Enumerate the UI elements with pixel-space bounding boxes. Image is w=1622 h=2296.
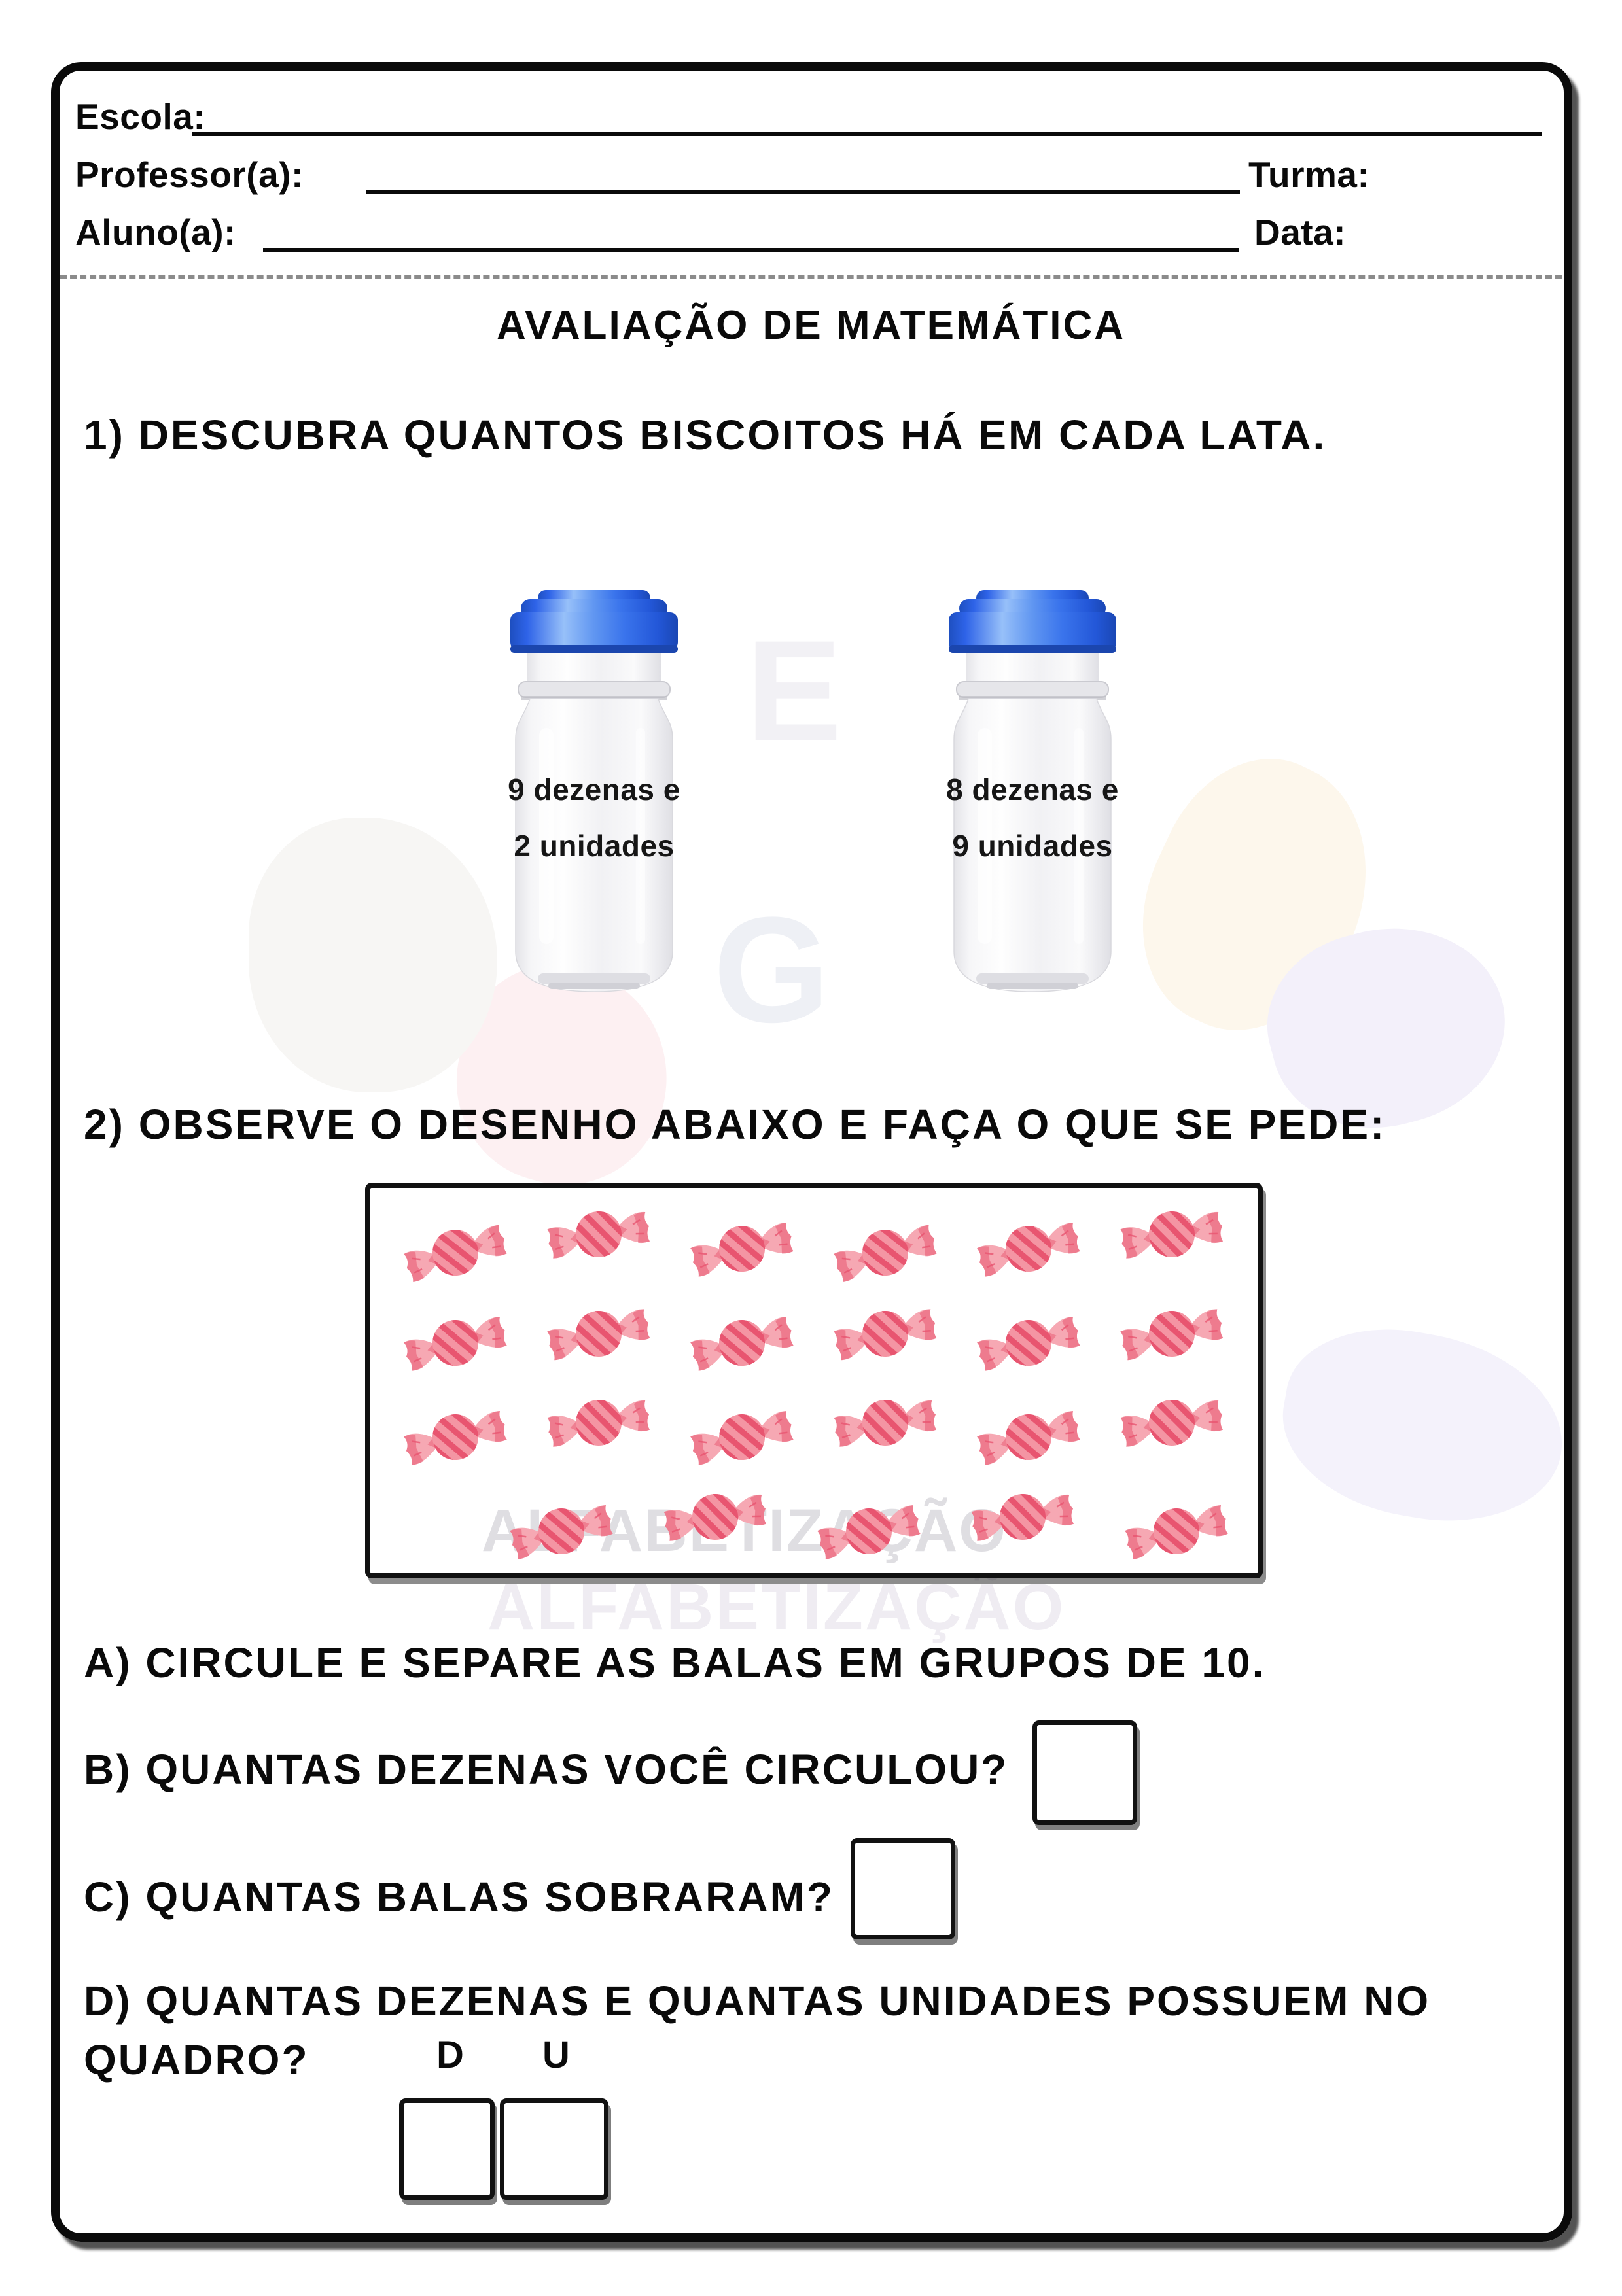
question-1-text: 1) DESCUBRA QUANTOS BISCOITOS HÁ EM CADA… bbox=[84, 411, 1327, 459]
candy-icon bbox=[817, 1375, 955, 1470]
data-label: Data: bbox=[1254, 212, 1347, 252]
candy-icon bbox=[493, 1483, 631, 1573]
candy-icon bbox=[690, 1409, 794, 1465]
header-divider bbox=[60, 275, 1562, 279]
candy-icon bbox=[663, 1490, 767, 1544]
candy-icon bbox=[547, 1208, 650, 1261]
cookie-jar-2: 8 dezenas e 9 unidades bbox=[913, 587, 1152, 1006]
candy-icon bbox=[818, 1287, 953, 1380]
candy-icon bbox=[977, 1409, 1080, 1465]
column-label-unidades: U bbox=[542, 2034, 570, 2076]
candy-icon bbox=[647, 1469, 785, 1564]
candy-icon bbox=[673, 1200, 812, 1298]
page-title: AVALIAÇÃO DE MATEMÁTICA bbox=[496, 303, 1126, 348]
aluno-write-line[interactable] bbox=[263, 214, 1239, 252]
candy-icon bbox=[960, 1389, 1099, 1486]
jar-icon bbox=[510, 590, 678, 992]
professor-label: Professor(a): bbox=[75, 154, 304, 195]
candy-icon bbox=[404, 1315, 507, 1371]
candy-row bbox=[370, 1380, 1258, 1470]
item-c-text: C) QUANTAS BALAS SOBRARAM? bbox=[84, 1873, 834, 1921]
candy-icon bbox=[800, 1483, 939, 1573]
item-a-text: A) CIRCULE E SEPARE AS BALAS EM GRUPOS D… bbox=[84, 1639, 1266, 1686]
candy-icon bbox=[960, 1200, 1099, 1298]
answer-box-unidades[interactable] bbox=[500, 2098, 608, 2200]
candy-icon bbox=[673, 1389, 812, 1486]
candy-icon bbox=[815, 1202, 956, 1303]
candy-icon bbox=[1120, 1208, 1224, 1261]
jar-1-label-line-1: 9 dezenas e bbox=[508, 773, 680, 807]
candy-icon bbox=[1120, 1306, 1224, 1361]
candy-icon bbox=[834, 1396, 937, 1450]
candy-icon bbox=[404, 1409, 507, 1465]
item-d-text-line-2: QUADRO? bbox=[84, 2036, 309, 2083]
candy-icon bbox=[387, 1389, 525, 1486]
candy-icon bbox=[1104, 1375, 1241, 1470]
aluno-label: Aluno(a): bbox=[75, 212, 236, 252]
candy-icon bbox=[510, 1503, 613, 1559]
jar-1-label-line-2: 2 unidades bbox=[514, 829, 675, 863]
candy-icon bbox=[1108, 1483, 1246, 1573]
candy-icon bbox=[531, 1287, 667, 1380]
candy-icon bbox=[385, 1202, 526, 1303]
candy-icon bbox=[834, 1306, 937, 1361]
item-d-text-line-1: D) QUANTAS DEZENAS E QUANTAS UNIDADES PO… bbox=[84, 1977, 1431, 2025]
candy-row bbox=[370, 1192, 1258, 1282]
question-2-text: 2) OBSERVE O DESENHO ABAIXO E FAÇA O QUE… bbox=[84, 1101, 1386, 1148]
escola-write-line[interactable] bbox=[192, 98, 1542, 136]
candy-icon bbox=[971, 1490, 1074, 1544]
candy-icon bbox=[387, 1295, 525, 1392]
candy-icon bbox=[1104, 1287, 1240, 1380]
candy-icon bbox=[1125, 1503, 1228, 1559]
candy-icon bbox=[404, 1224, 507, 1282]
candy-icon bbox=[960, 1295, 1099, 1392]
candy-grid[interactable]: ALFABETIZAÇÃO bbox=[365, 1183, 1263, 1578]
candy-icon bbox=[834, 1224, 937, 1282]
candy-row bbox=[370, 1286, 1258, 1376]
candy-icon bbox=[955, 1469, 1092, 1564]
cookie-jar-1: 9 dezenas e 2 unidades bbox=[475, 587, 713, 1006]
candy-icon bbox=[531, 1375, 668, 1470]
answer-box-dezenas[interactable] bbox=[399, 2098, 495, 2200]
candy-icon bbox=[1120, 1396, 1224, 1450]
candy-icon bbox=[547, 1306, 650, 1361]
candy-icon bbox=[547, 1396, 650, 1450]
candy-icon bbox=[1104, 1188, 1241, 1282]
jar-2-label-line-1: 8 dezenas e bbox=[946, 773, 1119, 807]
page-border-frame bbox=[51, 62, 1572, 2242]
escola-label: Escola: bbox=[75, 96, 206, 137]
candy-icon bbox=[690, 1315, 794, 1371]
candy-icon bbox=[531, 1188, 668, 1282]
candy-icon bbox=[977, 1315, 1080, 1371]
candy-icon bbox=[817, 1503, 921, 1559]
professor-write-line[interactable] bbox=[366, 156, 1240, 194]
candy-icon bbox=[690, 1221, 794, 1277]
candy-icon bbox=[977, 1221, 1080, 1277]
item-b-text: B) QUANTAS DEZENAS VOCÊ CIRCULOU? bbox=[84, 1746, 1009, 1793]
jar-2-label-line-2: 9 unidades bbox=[952, 829, 1113, 863]
turma-label: Turma: bbox=[1248, 154, 1370, 195]
jar-icon bbox=[949, 590, 1116, 992]
answer-box-b[interactable] bbox=[1032, 1720, 1137, 1825]
answer-box-c[interactable] bbox=[851, 1838, 955, 1939]
column-label-dezenas: D bbox=[436, 2034, 464, 2076]
candy-icon bbox=[673, 1295, 812, 1392]
candy-row bbox=[370, 1474, 1258, 1565]
